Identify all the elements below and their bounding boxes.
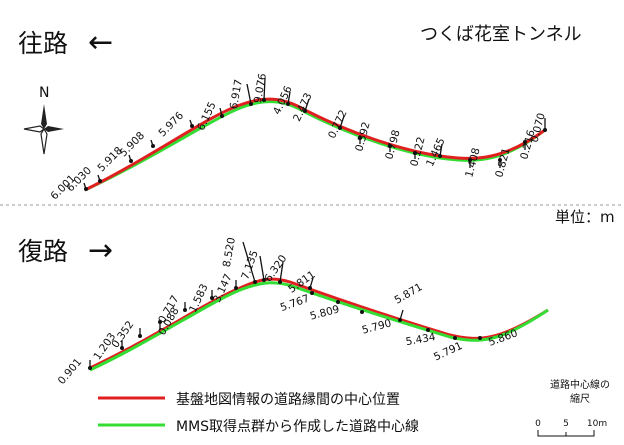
return-marker-point: [336, 300, 340, 304]
scale-tick-5: 5: [563, 419, 569, 429]
outbound-marker-line: [439, 143, 443, 157]
return-offset-label: 0.901: [56, 356, 85, 387]
outbound-marker-point: [98, 179, 102, 183]
outbound-title: 往路: [18, 29, 68, 58]
return-marker-point: [360, 310, 364, 314]
outbound-offset-label: 0.821: [493, 147, 512, 179]
return-offset-label: 8.520: [221, 236, 238, 268]
outbound-marker-point: [498, 158, 502, 162]
return-marker-line: [279, 261, 284, 283]
outbound-marker-line: [339, 115, 345, 129]
return-marker-point: [120, 346, 124, 350]
outbound-marker-point: [388, 144, 392, 148]
outbound-arrow: ←: [88, 25, 113, 60]
outbound-marker-point: [303, 109, 307, 113]
return-marker-point: [183, 308, 187, 312]
legend-label-mms: MMS取得点群から作成した道路中心線: [176, 418, 419, 435]
return-marker-point: [398, 318, 402, 322]
outbound-marker-line: [263, 77, 266, 101]
outbound-marker-point: [262, 98, 266, 102]
outbound-marker-point: [338, 126, 342, 130]
outbound-marker-point: [220, 114, 224, 118]
outbound-marker-line: [246, 83, 252, 105]
return-marker-point: [210, 296, 214, 300]
return-marker-point: [138, 334, 142, 338]
return-offset-label: 5.809: [309, 303, 341, 322]
legend: 基盤地図情報の道路縁間の中心位置 MMS取得点群から作成した道路中心線: [98, 391, 419, 435]
outbound-marker-point: [286, 102, 290, 106]
outbound-marker-point: [151, 144, 155, 148]
return-marker-line: [242, 241, 256, 283]
return-marker-point: [253, 280, 257, 284]
outbound-marker-point: [413, 151, 417, 155]
scale-title: 道路中心線の: [550, 378, 610, 391]
return-title: 復路: [18, 237, 68, 266]
outbound-marker-point: [523, 140, 527, 144]
return-marker-point: [310, 291, 314, 295]
return-marker-point: [478, 336, 482, 340]
outbound-offset-label: 6.917: [228, 78, 245, 110]
legend-label-basemap: 基盤地図情報の道路縁間の中心位置: [176, 391, 400, 408]
outbound-marker-line: [287, 91, 291, 105]
return-marker-point: [262, 278, 266, 282]
compass-icon: N: [23, 85, 64, 155]
tunnel-name: つくば花室トンネル: [420, 24, 582, 45]
outbound-offset-label: 1.408: [463, 147, 482, 179]
return-offset-label: 5.791: [432, 340, 464, 364]
return-marker-point: [453, 336, 457, 340]
outbound-marker-point: [468, 158, 472, 162]
return-offset-label: 5.871: [393, 281, 425, 306]
return-offset-label: 5.767: [279, 293, 311, 315]
outbound-marker-point: [84, 187, 88, 191]
return-marker-point: [426, 328, 430, 332]
north-label: N: [39, 85, 49, 101]
scale-tick-10: 10m: [587, 419, 607, 429]
return-marker-line: [259, 255, 265, 281]
return-basemap-centerline: [89, 277, 549, 370]
return-arrow: →: [88, 233, 113, 268]
outbound-marker-point: [438, 154, 442, 158]
return-offset-label: 5.790: [361, 317, 393, 336]
scale-tick-0: 0: [535, 419, 541, 429]
outbound-marker-point: [249, 102, 253, 106]
return-offset-label: 1.583: [187, 282, 211, 314]
return-offset-label: 5.860: [487, 327, 519, 349]
return-marker-point: [88, 366, 92, 370]
return-marker-point: [158, 320, 162, 324]
return-marker-point: [278, 280, 282, 284]
return-marker-point: [234, 286, 238, 290]
return-offset-label: 3.147: [211, 272, 235, 304]
outbound-marker-point: [543, 128, 547, 132]
outbound-marker-point: [129, 159, 133, 163]
outbound-offset-label: 5.908: [117, 130, 147, 160]
outbound-offset-label: 0.798: [383, 129, 402, 161]
unit-label: 単位：m: [555, 208, 615, 226]
return-marker-point: [308, 286, 312, 290]
return-offset-label: 5.434: [405, 331, 437, 348]
return-mms-centerline: [89, 281, 549, 372]
scale-subtitle: 縮尺: [570, 392, 590, 405]
return-offset-label: 7.135: [239, 249, 261, 281]
outbound-offset-label: 9.076: [252, 72, 269, 104]
scale-bar: 道路中心線の 縮尺 0 5 10m: [535, 378, 610, 437]
outbound-marker-line: [304, 98, 310, 112]
outbound-marker-point: [190, 124, 194, 128]
outbound-marker-point: [358, 136, 362, 140]
